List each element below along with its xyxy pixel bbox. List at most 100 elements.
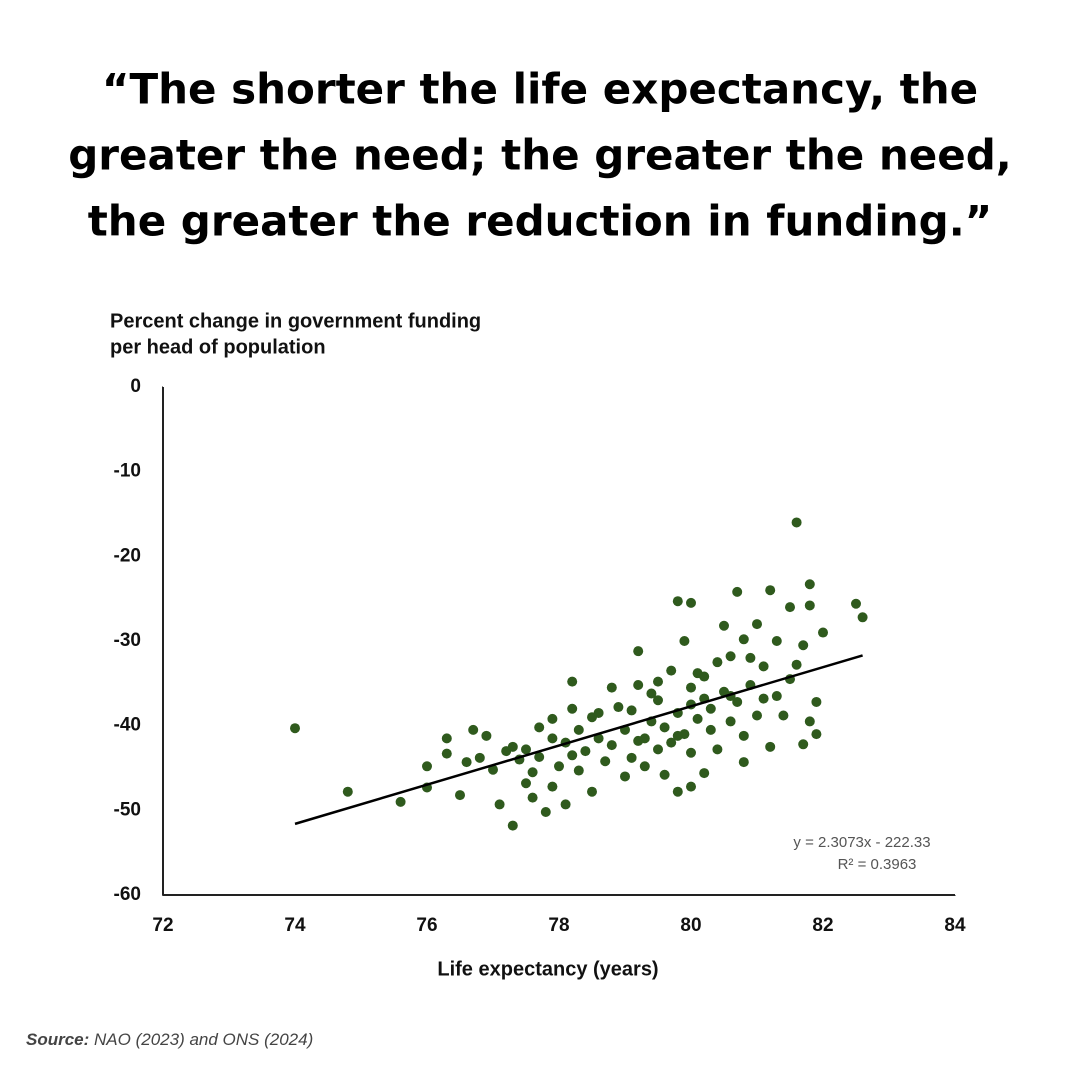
x-tick-label: 72 [152,915,173,936]
x-tick-label: 78 [548,915,569,936]
point [699,768,710,779]
point [804,579,815,590]
point [686,682,696,693]
trendline [294,654,863,826]
point [705,703,716,714]
point [818,627,828,638]
point [455,790,465,801]
point [686,597,696,608]
x-tick-label: 74 [284,915,306,936]
point [626,752,637,763]
point [290,723,300,734]
point [593,733,604,744]
point [534,751,545,762]
point [567,676,578,687]
point [738,757,749,768]
point [600,756,611,767]
point [752,710,762,721]
point [851,598,861,609]
title-line: greater the need; the greater the need, [68,131,1012,180]
point [811,729,822,740]
point [765,741,776,752]
title-line: the greater the reduction in funding.” [88,197,993,246]
point [481,730,492,741]
point [686,781,696,792]
point [395,796,406,807]
x-tick-label: 82 [812,915,833,936]
point [738,634,749,645]
y-tick-label: -60 [114,884,141,905]
point [798,739,809,750]
point [699,671,710,682]
point [580,746,591,757]
point [547,781,558,792]
point [725,716,736,727]
point [653,695,663,706]
point [692,713,703,724]
y-tick-label: -30 [114,630,141,651]
point [560,799,571,810]
point [732,696,743,707]
point [672,730,683,741]
point [547,733,558,744]
point [705,724,716,735]
point [771,636,782,646]
y-tick-label: -10 [114,461,141,482]
y-tick-label: 0 [130,376,141,397]
point [712,657,723,668]
y-tick-label: -40 [114,715,141,736]
point [494,799,505,810]
point [573,765,584,776]
point [752,619,762,630]
point [745,652,756,663]
point [778,710,789,721]
point [606,740,617,751]
point [738,730,749,741]
point [554,761,564,772]
point [606,682,617,693]
point [342,786,353,797]
point [686,747,696,758]
point [626,705,637,716]
point [461,757,472,768]
point [593,707,604,718]
point [534,722,545,733]
point [587,786,597,797]
point [488,764,498,775]
x-tick-label: 80 [680,915,701,936]
point [573,724,584,735]
point [633,735,644,746]
point [719,620,729,631]
point [791,517,802,528]
point [567,703,578,714]
point [725,651,736,662]
x-axis-label: Life expectancy (years) [437,958,658,980]
point [474,752,485,763]
point [633,680,644,691]
point [811,696,822,707]
point [646,688,657,699]
point [639,761,650,772]
y-axis-label: per head of population [110,336,326,358]
point [567,750,578,761]
point [804,716,815,727]
point [527,767,538,778]
point [547,713,558,724]
point [791,659,802,670]
point [758,661,769,672]
point [620,771,630,782]
point [732,586,743,597]
point [507,820,518,831]
point [468,724,479,735]
trend-r2: R² = 0.3963 [838,856,917,873]
point [613,702,624,713]
x-tick-label: 76 [416,915,437,936]
point [659,722,670,733]
point [521,744,531,755]
point [666,737,677,748]
point [527,792,538,803]
y-tick-label: -20 [114,545,141,566]
point [798,640,809,651]
point [758,693,769,704]
